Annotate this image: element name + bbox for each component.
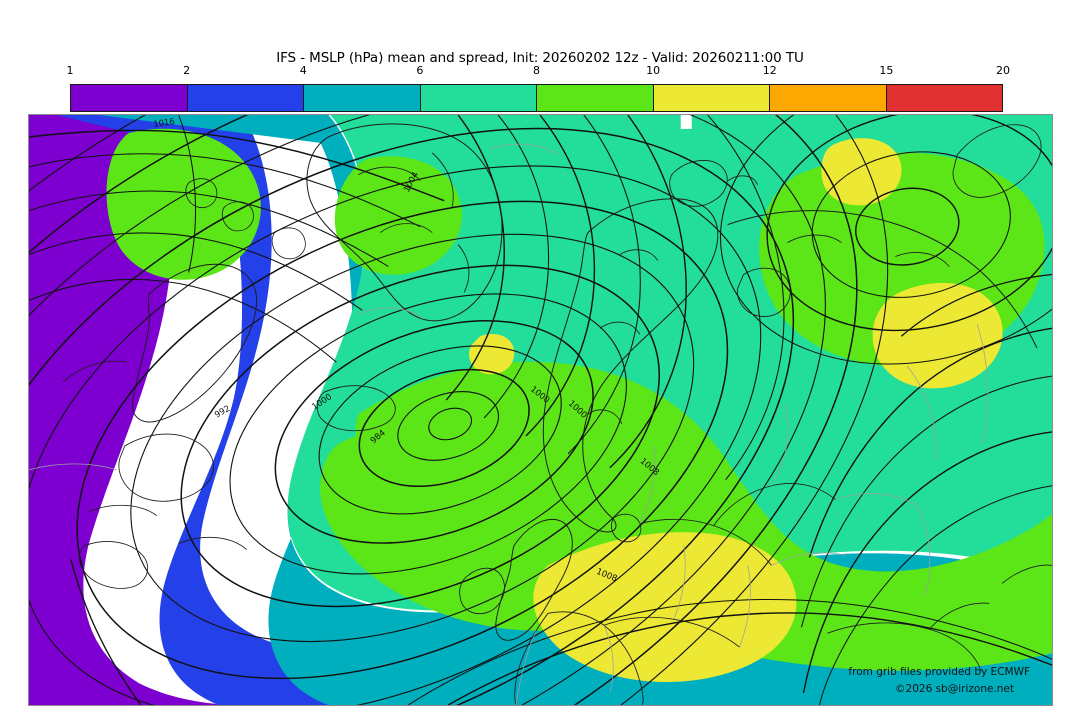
colorbar-band-2-4 — [187, 85, 304, 111]
spread-band-10-12-ireland — [633, 565, 686, 612]
map-plot: 1016 1000 1000 1004 1008 992 1000 1008 9… — [29, 115, 1052, 705]
colorbar-tick-5: 10 — [646, 64, 661, 77]
colorbar-tick-4: 8 — [533, 64, 540, 77]
spread-band-8-10-norway — [106, 128, 261, 280]
colorbar-tick-7: 15 — [879, 64, 894, 77]
isobar-label-1016: 1016 — [153, 116, 176, 129]
colorbar-tick-1: 2 — [183, 64, 191, 77]
colorbar: 1 2 4 6 8 10 12 15 20 — [66, 64, 1011, 112]
attribution-source: from grib files provided by ECMWF — [848, 666, 1030, 678]
colorbar-gradient — [70, 84, 1003, 112]
spread-band-10-12-novaya — [821, 138, 902, 206]
colorbar-band-8-10 — [537, 85, 654, 111]
colorbar-band-15-20 — [886, 85, 1002, 111]
colorbar-band-4-6 — [304, 85, 421, 111]
colorbar-tick-3: 6 — [416, 64, 424, 77]
colorbar-tick-8: 20 — [996, 64, 1010, 77]
map-canvas[interactable]: 1016 1000 1000 1004 1008 992 1000 1008 9… — [28, 114, 1053, 706]
colorbar-band-6-8 — [420, 85, 537, 111]
page-title: IFS - MSLP (hPa) mean and spread, Init: … — [276, 50, 804, 66]
colorbar-tick-0: 1 — [66, 64, 74, 77]
colorbar-band-1-2 — [71, 85, 188, 111]
colorbar-band-12-15 — [770, 85, 887, 111]
colorbar-band-10-12 — [653, 85, 770, 111]
map-top-notch — [680, 115, 692, 129]
spread-band-10-12-scot — [469, 333, 515, 375]
spread-band-10-12-kara — [872, 282, 1003, 389]
attribution-copyright: ©2026 sb@irizone.net — [895, 683, 1014, 695]
colorbar-tick-labels: 1 2 4 6 8 10 12 15 20 — [66, 64, 1011, 82]
colorbar-tick-2: 4 — [299, 64, 307, 77]
colorbar-tick-6: 12 — [762, 64, 777, 77]
isobar-contours — [29, 115, 1052, 705]
country-borders — [29, 143, 989, 705]
